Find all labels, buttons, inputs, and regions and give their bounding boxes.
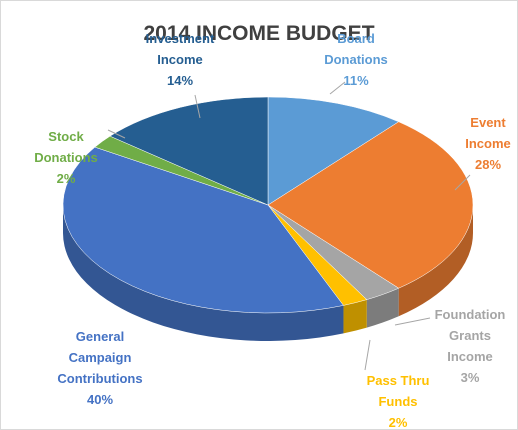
slice-side bbox=[63, 205, 344, 342]
slice-label: Pass Thru Funds bbox=[366, 373, 430, 409]
leader-line bbox=[454, 174, 471, 191]
slice-label: Investment Income bbox=[145, 31, 215, 67]
slice-side bbox=[343, 299, 367, 334]
value-label: 14% bbox=[166, 73, 194, 88]
value-label: 3% bbox=[460, 370, 480, 385]
slice-label: Event Income bbox=[465, 115, 511, 151]
leader-line bbox=[394, 317, 431, 326]
slice-label: Foundation Grants Income bbox=[434, 307, 506, 364]
value-label: 40% bbox=[86, 392, 114, 407]
slice-label: General Campaign Contributions bbox=[57, 329, 143, 386]
leader-line bbox=[107, 129, 126, 139]
slice-label: Board Donations bbox=[324, 31, 388, 67]
value-label: 11% bbox=[343, 73, 369, 88]
slice-side bbox=[366, 288, 399, 328]
value-label: 2% bbox=[56, 171, 76, 186]
chart-title: 2014 INCOME BUDGET bbox=[143, 22, 375, 45]
slice bbox=[62, 146, 344, 314]
value-label: 28% bbox=[474, 157, 502, 172]
slice bbox=[267, 121, 474, 289]
slice bbox=[267, 96, 400, 206]
slice-side bbox=[398, 205, 473, 317]
leader-line bbox=[329, 81, 346, 95]
value-label: 2% bbox=[388, 415, 408, 430]
leader-line bbox=[194, 94, 201, 119]
slice bbox=[109, 96, 269, 206]
slice-label: Stock Donations bbox=[34, 129, 98, 165]
leader-line bbox=[364, 339, 371, 371]
